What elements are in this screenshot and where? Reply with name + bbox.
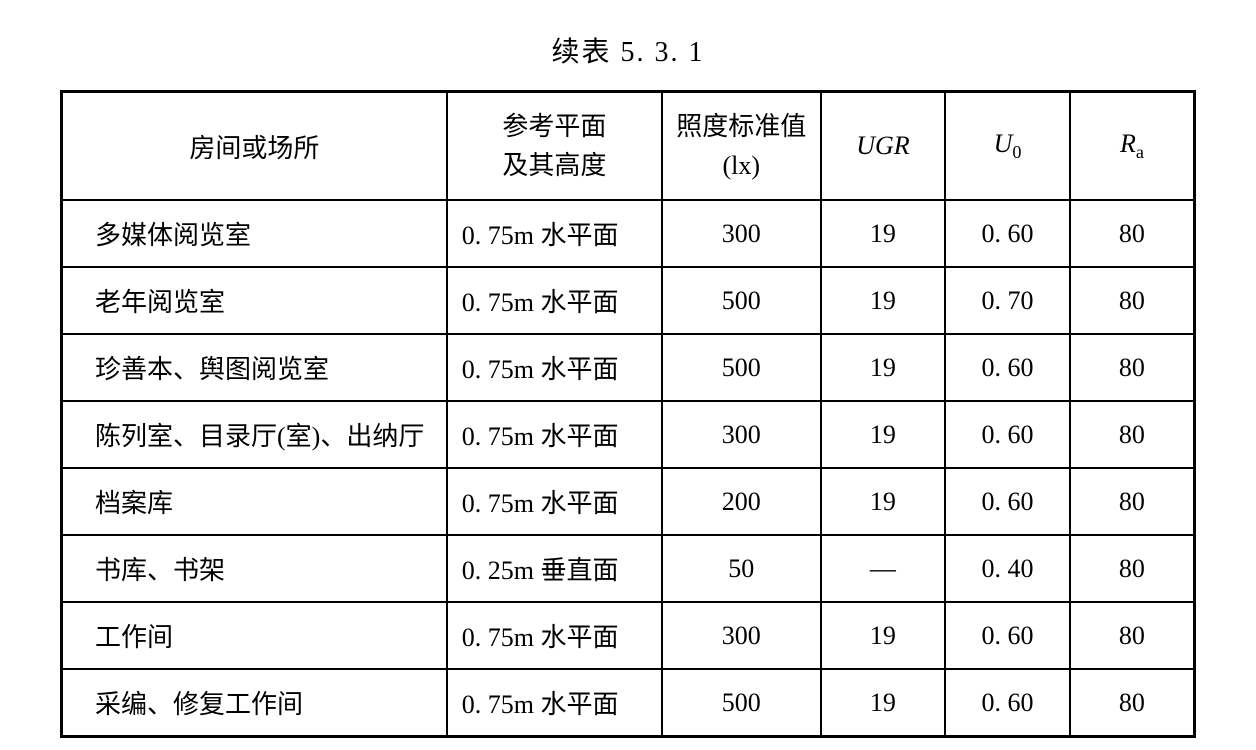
cell-room: 档案库 [62,468,447,535]
cell-u0: 0. 60 [945,200,1070,267]
cell-ra: 80 [1070,267,1195,334]
header-ra: Ra [1070,92,1195,201]
cell-ugr: 19 [821,334,946,401]
cell-lux: 300 [662,602,821,669]
cell-ugr: — [821,535,946,602]
cell-ref: 0. 75m 水平面 [447,200,662,267]
cell-room: 陈列室、目录厅(室)、出纳厅 [62,401,447,468]
cell-ref: 0. 25m 垂直面 [447,535,662,602]
cell-ugr: 19 [821,468,946,535]
cell-room: 老年阅览室 [62,267,447,334]
cell-u0: 0. 60 [945,468,1070,535]
cell-ref: 0. 75m 水平面 [447,267,662,334]
header-ra-main: R [1120,129,1136,158]
table-row: 珍善本、舆图阅览室 0. 75m 水平面 500 19 0. 60 80 [62,334,1195,401]
cell-ra: 80 [1070,200,1195,267]
cell-ref: 0. 75m 水平面 [447,401,662,468]
cell-u0: 0. 70 [945,267,1070,334]
cell-lux: 300 [662,200,821,267]
table-row: 档案库 0. 75m 水平面 200 19 0. 60 80 [62,468,1195,535]
header-u0-main: U [994,129,1013,158]
cell-lux: 500 [662,334,821,401]
cell-ra: 80 [1070,468,1195,535]
header-u0: U0 [945,92,1070,201]
header-room: 房间或场所 [62,92,447,201]
cell-lux: 500 [662,267,821,334]
header-lux-line2: (lx) [723,151,761,180]
table-row: 老年阅览室 0. 75m 水平面 500 19 0. 70 80 [62,267,1195,334]
cell-lux: 500 [662,669,821,737]
header-ref-line1: 参考平面 [502,112,606,141]
cell-ra: 80 [1070,401,1195,468]
table-header-row: 房间或场所 参考平面 及其高度 照度标准值 (lx) UGR U0 Ra [62,92,1195,201]
table-body: 多媒体阅览室 0. 75m 水平面 300 19 0. 60 80 老年阅览室 … [62,200,1195,737]
cell-room: 珍善本、舆图阅览室 [62,334,447,401]
table-row: 书库、书架 0. 25m 垂直面 50 — 0. 40 80 [62,535,1195,602]
table-title: 续表 5. 3. 1 [60,30,1196,70]
header-ugr: UGR [821,92,946,201]
cell-u0: 0. 60 [945,334,1070,401]
cell-ra: 80 [1070,669,1195,737]
cell-ref: 0. 75m 水平面 [447,334,662,401]
cell-room: 采编、修复工作间 [62,669,447,737]
cell-lux: 50 [662,535,821,602]
cell-lux: 200 [662,468,821,535]
table-row: 工作间 0. 75m 水平面 300 19 0. 60 80 [62,602,1195,669]
cell-room: 工作间 [62,602,447,669]
table-row: 多媒体阅览室 0. 75m 水平面 300 19 0. 60 80 [62,200,1195,267]
cell-ref: 0. 75m 水平面 [447,468,662,535]
header-illuminance: 照度标准值 (lx) [662,92,821,201]
cell-ugr: 19 [821,200,946,267]
cell-room: 多媒体阅览室 [62,200,447,267]
cell-ref: 0. 75m 水平面 [447,669,662,737]
header-reference-plane: 参考平面 及其高度 [447,92,662,201]
cell-ra: 80 [1070,535,1195,602]
lighting-standards-table: 房间或场所 参考平面 及其高度 照度标准值 (lx) UGR U0 Ra 多媒体… [60,90,1196,738]
table-row: 陈列室、目录厅(室)、出纳厅 0. 75m 水平面 300 19 0. 60 8… [62,401,1195,468]
header-lux-line1: 照度标准值 [676,112,806,141]
header-u0-sub: 0 [1012,142,1021,162]
cell-ugr: 19 [821,669,946,737]
cell-ra: 80 [1070,334,1195,401]
header-ref-line2: 及其高度 [502,151,606,180]
cell-lux: 300 [662,401,821,468]
cell-ugr: 19 [821,401,946,468]
cell-ra: 80 [1070,602,1195,669]
header-ra-sub: a [1136,142,1144,162]
table-row: 采编、修复工作间 0. 75m 水平面 500 19 0. 60 80 [62,669,1195,737]
cell-u0: 0. 60 [945,669,1070,737]
cell-room: 书库、书架 [62,535,447,602]
cell-ugr: 19 [821,602,946,669]
cell-u0: 0. 60 [945,602,1070,669]
header-ugr-text: UGR [856,131,909,160]
cell-u0: 0. 60 [945,401,1070,468]
cell-ugr: 19 [821,267,946,334]
cell-ref: 0. 75m 水平面 [447,602,662,669]
cell-u0: 0. 40 [945,535,1070,602]
